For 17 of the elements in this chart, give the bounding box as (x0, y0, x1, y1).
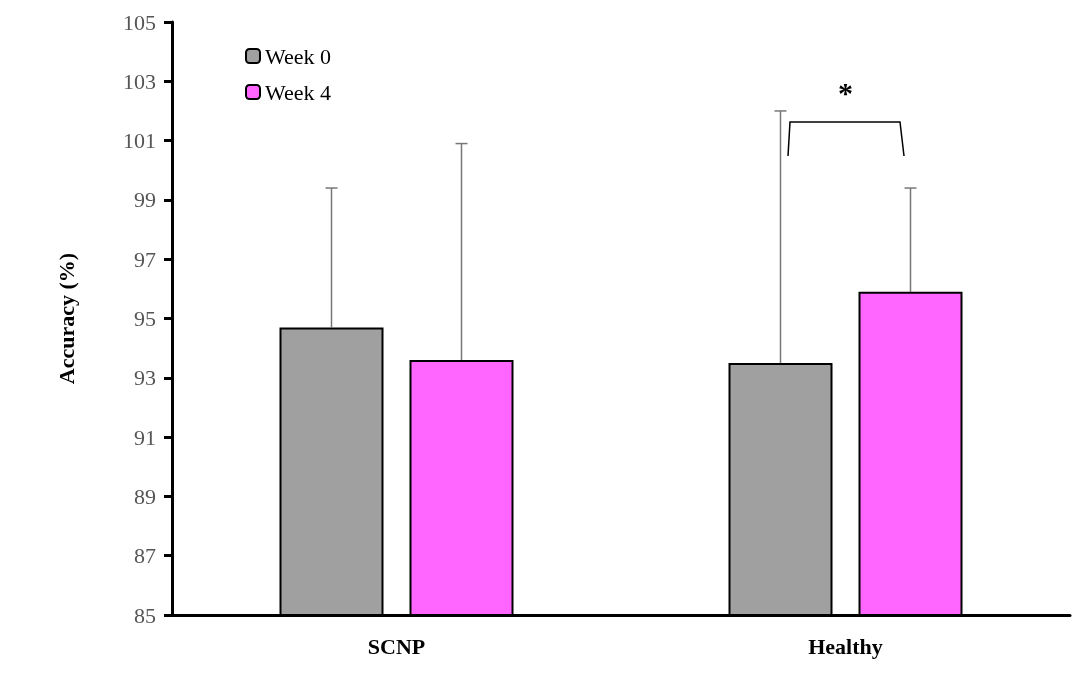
annotation: * (838, 75, 853, 109)
legend-label: Week 4 (265, 79, 332, 105)
y-tick-label: 103 (123, 68, 156, 94)
y-tick-label: 99 (134, 187, 156, 213)
x-tick-label: Healthy (808, 633, 883, 659)
y-tick-label: 105 (123, 9, 156, 35)
y-tick-label: 95 (134, 306, 156, 331)
y-tick-label: 87 (134, 543, 156, 569)
y-tick-label: 93 (134, 365, 156, 391)
y-tick-label: 89 (134, 483, 156, 509)
y-tick-label: 85 (134, 602, 156, 628)
y-tick-label: 101 (123, 128, 156, 154)
y-tick-label: 91 (134, 424, 156, 450)
legend-label: Week 0 (265, 43, 332, 69)
y-tick-label: 97 (134, 246, 156, 272)
x-tick-label: SCNP (367, 633, 426, 659)
y-axis-title: Accuracy (%) (53, 252, 79, 385)
